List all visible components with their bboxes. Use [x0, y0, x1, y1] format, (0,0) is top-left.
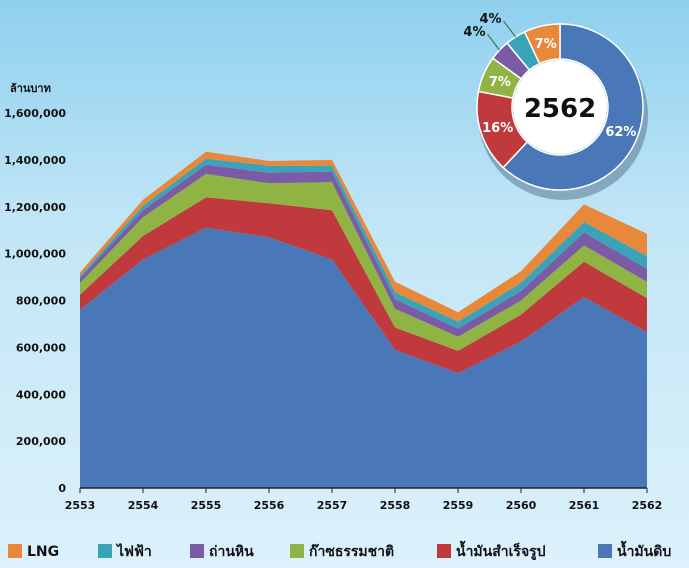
legend-swatch: [190, 544, 204, 558]
area-series-2: [80, 173, 647, 351]
y-tick-label: 1,200,000: [4, 201, 66, 214]
donut-slice-label: 7%: [535, 37, 557, 52]
legend-swatch: [598, 544, 612, 558]
y-tick-label: 1,400,000: [4, 154, 66, 167]
legend-swatch: [8, 544, 22, 558]
legend-swatch: [290, 544, 304, 558]
donut-slice-label: 4%: [479, 12, 501, 27]
x-tick-label: 2554: [128, 499, 159, 512]
legend-label: น้ำมันสำเร็จรูป: [456, 540, 546, 560]
x-tick-label: 2559: [443, 499, 474, 512]
y-tick-label: 1,600,000: [4, 107, 66, 120]
donut-leader-line: [487, 33, 500, 51]
y-axis-unit-label: ล้านบาท: [10, 82, 51, 95]
legend-label: ก๊าซธรรมชาติ: [309, 543, 394, 560]
area-series-0: [80, 227, 647, 489]
y-tick-label: 200,000: [16, 435, 66, 448]
donut-hole: [513, 60, 607, 154]
x-tick-label: 2558: [380, 499, 411, 512]
y-tick-label: 0: [58, 482, 66, 495]
donut-chart: 2562 62% 16% 7% 4%4% 7%: [463, 12, 648, 200]
x-tick-label: 2555: [191, 499, 222, 512]
donut-slice-label: 4%: [463, 25, 485, 40]
legend: LNG ไฟฟ้า ถ่านหิน ก๊าซธรรมชาติ น้ำมันสำเร็จร…: [8, 540, 671, 560]
donut-slice-5: [523, 23, 561, 65]
area-series-1: [80, 197, 647, 374]
x-tick-label: 2557: [317, 499, 348, 512]
legend-label: ไฟฟ้า: [115, 542, 152, 560]
legend-label: ถ่านหิน: [209, 544, 254, 560]
donut-slice-0: [502, 23, 644, 191]
y-tick-label: 800,000: [16, 295, 66, 308]
legend-swatch: [98, 544, 112, 558]
donut-center-label: 2562: [524, 94, 596, 124]
x-tick-label: 2561: [569, 499, 600, 512]
legend-label: LNG: [27, 544, 59, 560]
legend-swatch: [437, 544, 451, 558]
legend-label: น้ำมันดิบ: [617, 540, 671, 560]
donut-leader-line: [503, 20, 516, 38]
area-series-group: [80, 151, 647, 489]
x-tick-label: 2560: [506, 499, 537, 512]
x-tick-label: 2553: [65, 499, 96, 512]
y-tick-label: 600,000: [16, 341, 66, 354]
donut-slice-label: 16%: [482, 121, 513, 136]
y-tick-label: 1,000,000: [4, 248, 66, 261]
x-tick-label: 2562: [632, 499, 663, 512]
y-tick-label: 400,000: [16, 388, 66, 401]
axes-group: 0 200,000 400,000 600,000 800,000 1,000,000 1,…: [4, 107, 662, 512]
donut-slice-label: 7%: [489, 75, 511, 90]
x-tick-label: 2556: [254, 499, 285, 512]
donut-slice-label: 62%: [605, 125, 636, 140]
